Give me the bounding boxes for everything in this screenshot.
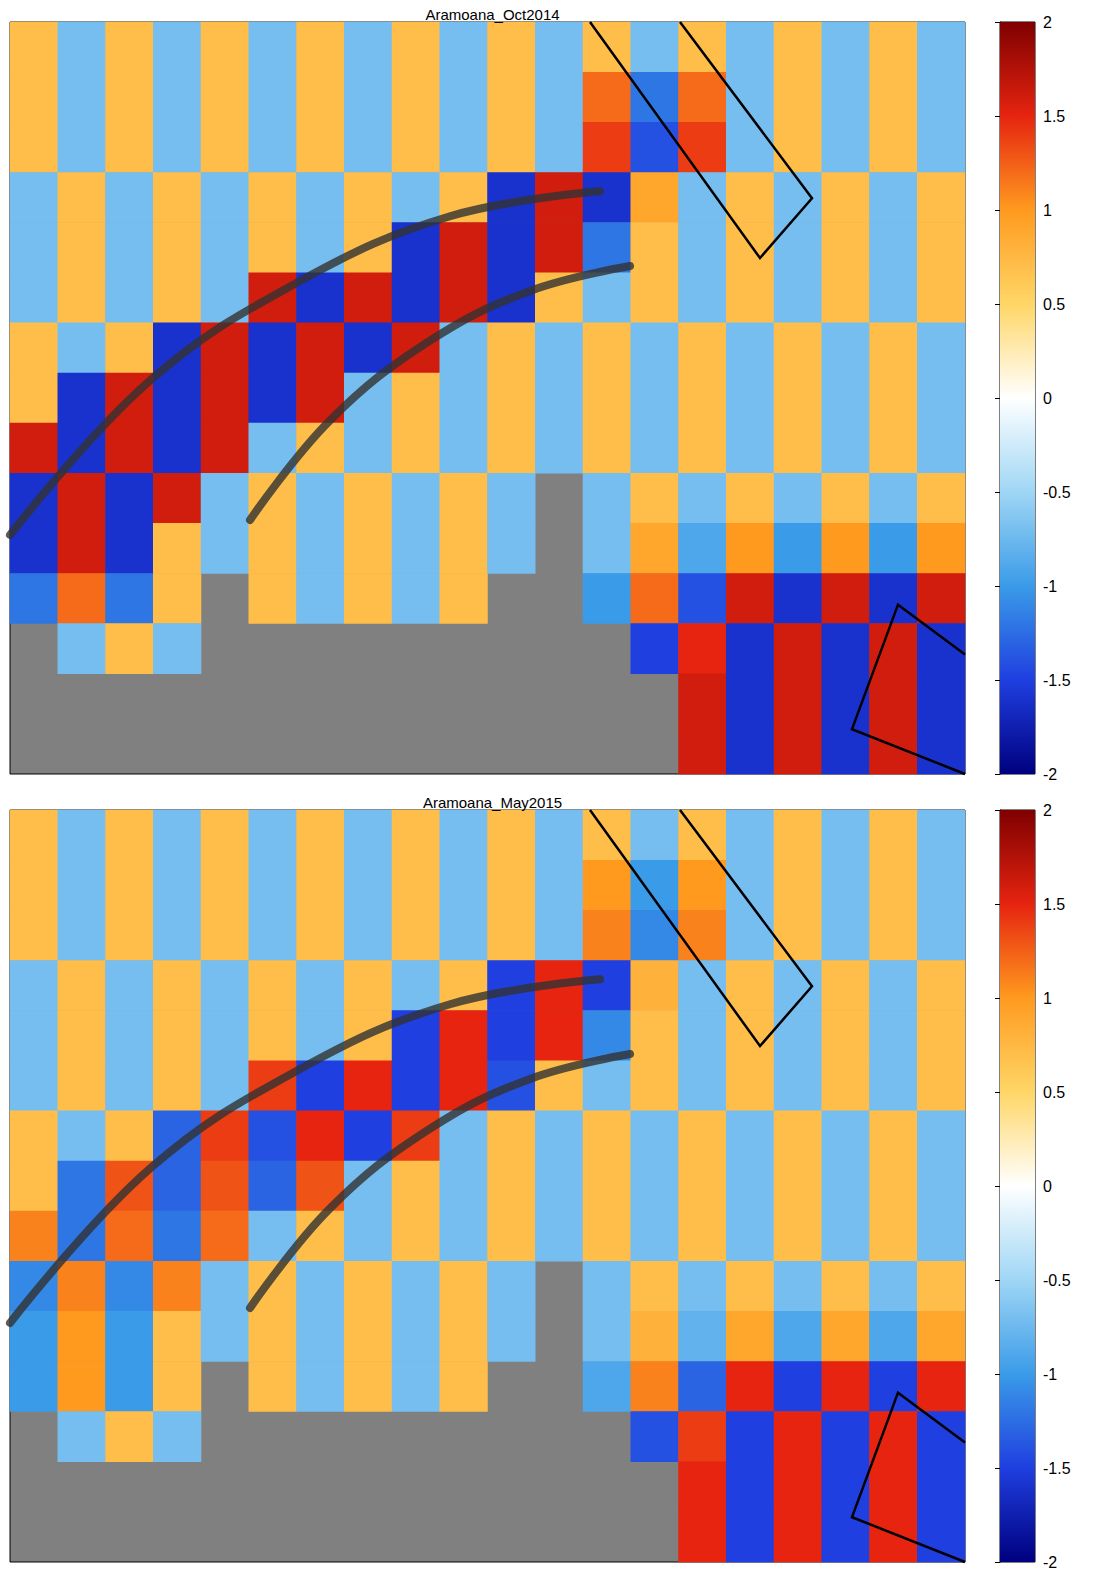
svg-text:0.5: 0.5 [1043, 1084, 1065, 1101]
svg-text:0: 0 [1043, 1178, 1052, 1195]
svg-text:-1.5: -1.5 [1043, 672, 1071, 689]
svg-text:-2: -2 [1043, 1554, 1057, 1571]
svg-text:1.5: 1.5 [1043, 108, 1065, 125]
svg-text:2: 2 [1043, 802, 1052, 819]
svg-text:1: 1 [1043, 990, 1052, 1007]
svg-text:2: 2 [1043, 14, 1052, 31]
svg-text:-2: -2 [1043, 766, 1057, 783]
svg-text:-0.5: -0.5 [1043, 1272, 1071, 1289]
svg-text:-1: -1 [1043, 1366, 1057, 1383]
svg-text:1.5: 1.5 [1043, 896, 1065, 913]
svg-text:1: 1 [1043, 202, 1052, 219]
svg-text:Aramoana_May2015: Aramoana_May2015 [423, 794, 562, 811]
svg-text:-1.5: -1.5 [1043, 1460, 1071, 1477]
svg-text:Aramoana_Oct2014: Aramoana_Oct2014 [425, 6, 559, 23]
svg-text:0.5: 0.5 [1043, 296, 1065, 313]
svg-text:-0.5: -0.5 [1043, 484, 1071, 501]
svg-text:-1: -1 [1043, 578, 1057, 595]
svg-text:0: 0 [1043, 390, 1052, 407]
